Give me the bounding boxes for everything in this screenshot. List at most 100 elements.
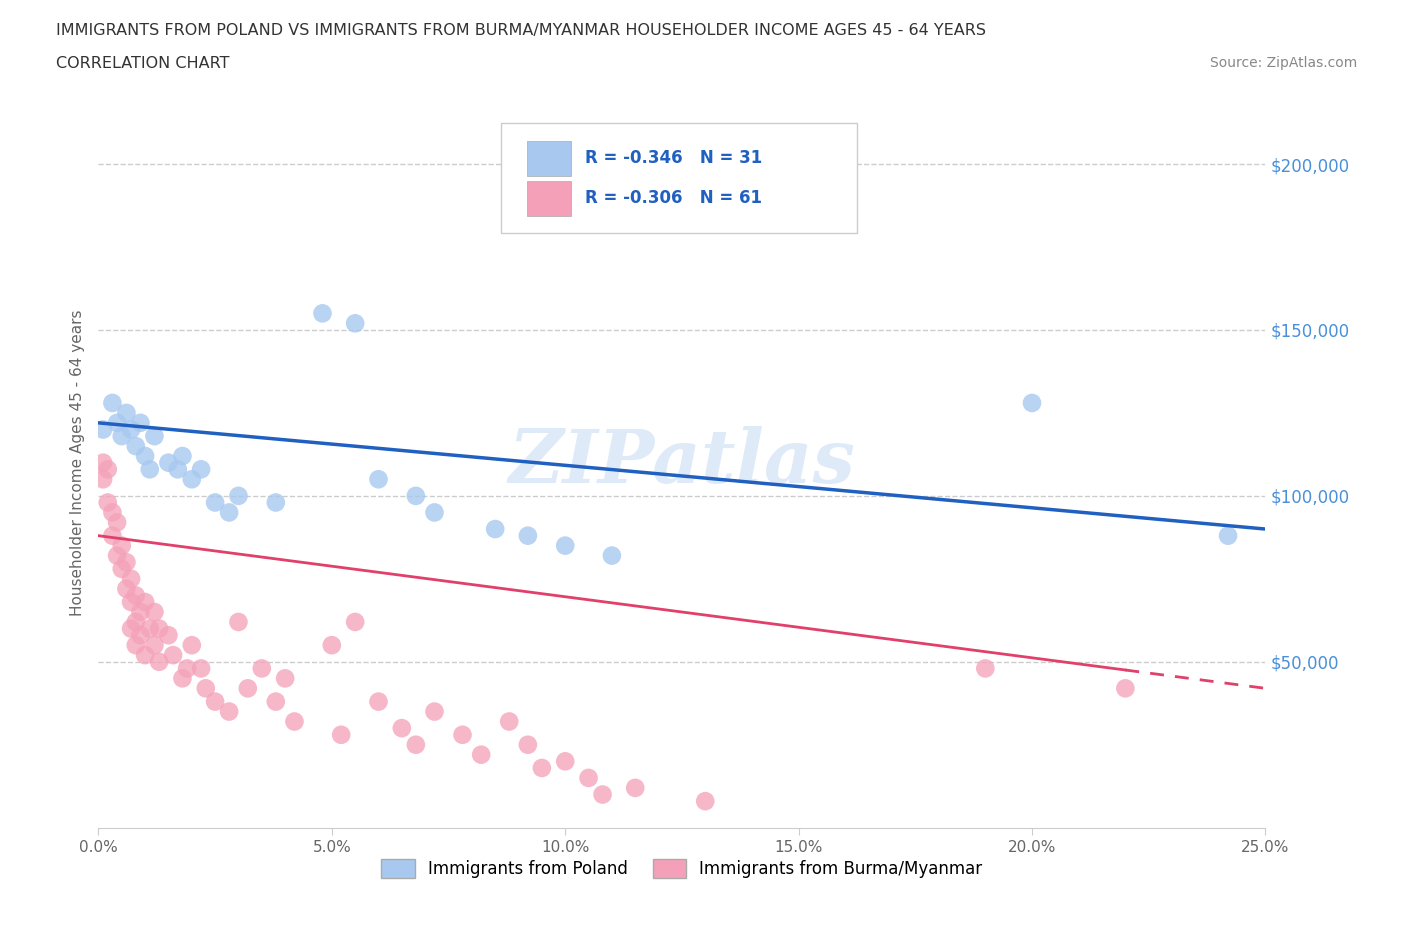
Point: [134, 594, 156, 609]
Point: [172, 671, 194, 685]
Point: [264, 694, 287, 709]
Point: [125, 439, 148, 454]
Point: [592, 787, 614, 802]
Point: [484, 522, 506, 537]
Y-axis label: Householder Income Ages 45 - 64 years: Householder Income Ages 45 - 64 years: [69, 310, 84, 616]
Point: [125, 615, 148, 630]
Point: [695, 793, 717, 808]
Point: [134, 448, 156, 463]
Point: [157, 628, 180, 643]
Point: [367, 694, 389, 709]
Point: [172, 448, 194, 463]
Point: [148, 655, 170, 670]
Point: [624, 780, 647, 795]
Point: [250, 661, 273, 676]
FancyBboxPatch shape: [527, 180, 571, 216]
Point: [423, 704, 446, 719]
Point: [1216, 528, 1239, 543]
Point: [105, 416, 128, 431]
Point: [105, 548, 128, 563]
Text: ZIPatlas: ZIPatlas: [509, 427, 855, 498]
Point: [391, 721, 413, 736]
Point: [115, 555, 138, 570]
Point: [111, 538, 134, 553]
Point: [344, 316, 367, 331]
Point: [1114, 681, 1136, 696]
Point: [166, 462, 188, 477]
Point: [120, 621, 142, 636]
Point: [516, 737, 538, 752]
Point: [554, 538, 576, 553]
Text: Source: ZipAtlas.com: Source: ZipAtlas.com: [1209, 56, 1357, 70]
Point: [190, 661, 212, 676]
Point: [470, 748, 492, 763]
Point: [129, 416, 152, 431]
Point: [91, 422, 114, 437]
Text: CORRELATION CHART: CORRELATION CHART: [56, 56, 229, 71]
Point: [176, 661, 198, 676]
Point: [157, 455, 180, 470]
Point: [264, 495, 287, 510]
Point: [125, 588, 148, 603]
Point: [190, 462, 212, 477]
Point: [115, 405, 138, 420]
Point: [97, 462, 120, 477]
Point: [134, 647, 156, 662]
Point: [101, 505, 124, 520]
Point: [111, 562, 134, 577]
Point: [129, 604, 152, 619]
Point: [228, 488, 250, 503]
Point: [180, 472, 202, 486]
Point: [451, 727, 474, 742]
Point: [120, 422, 142, 437]
Point: [91, 455, 114, 470]
Point: [139, 621, 162, 636]
Legend: Immigrants from Poland, Immigrants from Burma/Myanmar: Immigrants from Poland, Immigrants from …: [374, 853, 990, 885]
Point: [204, 694, 226, 709]
Point: [91, 472, 114, 486]
Point: [554, 754, 576, 769]
Point: [194, 681, 217, 696]
Point: [236, 681, 259, 696]
Point: [101, 395, 124, 410]
Point: [101, 528, 124, 543]
Point: [105, 515, 128, 530]
Point: [1021, 395, 1043, 410]
Point: [283, 714, 305, 729]
Point: [321, 638, 343, 653]
Point: [120, 571, 142, 586]
Point: [180, 638, 202, 653]
FancyBboxPatch shape: [527, 140, 571, 176]
Point: [311, 306, 333, 321]
Point: [367, 472, 389, 486]
Point: [405, 488, 427, 503]
FancyBboxPatch shape: [501, 123, 856, 232]
Point: [97, 495, 120, 510]
Point: [162, 647, 184, 662]
Point: [578, 770, 600, 785]
Point: [129, 628, 152, 643]
Point: [120, 594, 142, 609]
Point: [143, 429, 166, 444]
Point: [218, 704, 240, 719]
Text: IMMIGRANTS FROM POLAND VS IMMIGRANTS FROM BURMA/MYANMAR HOUSEHOLDER INCOME AGES : IMMIGRANTS FROM POLAND VS IMMIGRANTS FRO…: [56, 23, 986, 38]
Point: [143, 604, 166, 619]
Point: [148, 621, 170, 636]
Text: R = -0.346   N = 31: R = -0.346 N = 31: [585, 149, 762, 167]
Point: [111, 429, 134, 444]
Point: [330, 727, 353, 742]
Point: [143, 638, 166, 653]
Text: R = -0.306   N = 61: R = -0.306 N = 61: [585, 190, 762, 207]
Point: [405, 737, 427, 752]
Point: [498, 714, 520, 729]
Point: [530, 761, 553, 776]
Point: [204, 495, 226, 510]
Point: [125, 638, 148, 653]
Point: [218, 505, 240, 520]
Point: [139, 462, 162, 477]
Point: [516, 528, 538, 543]
Point: [228, 615, 250, 630]
Point: [423, 505, 446, 520]
Point: [600, 548, 623, 563]
Point: [974, 661, 997, 676]
